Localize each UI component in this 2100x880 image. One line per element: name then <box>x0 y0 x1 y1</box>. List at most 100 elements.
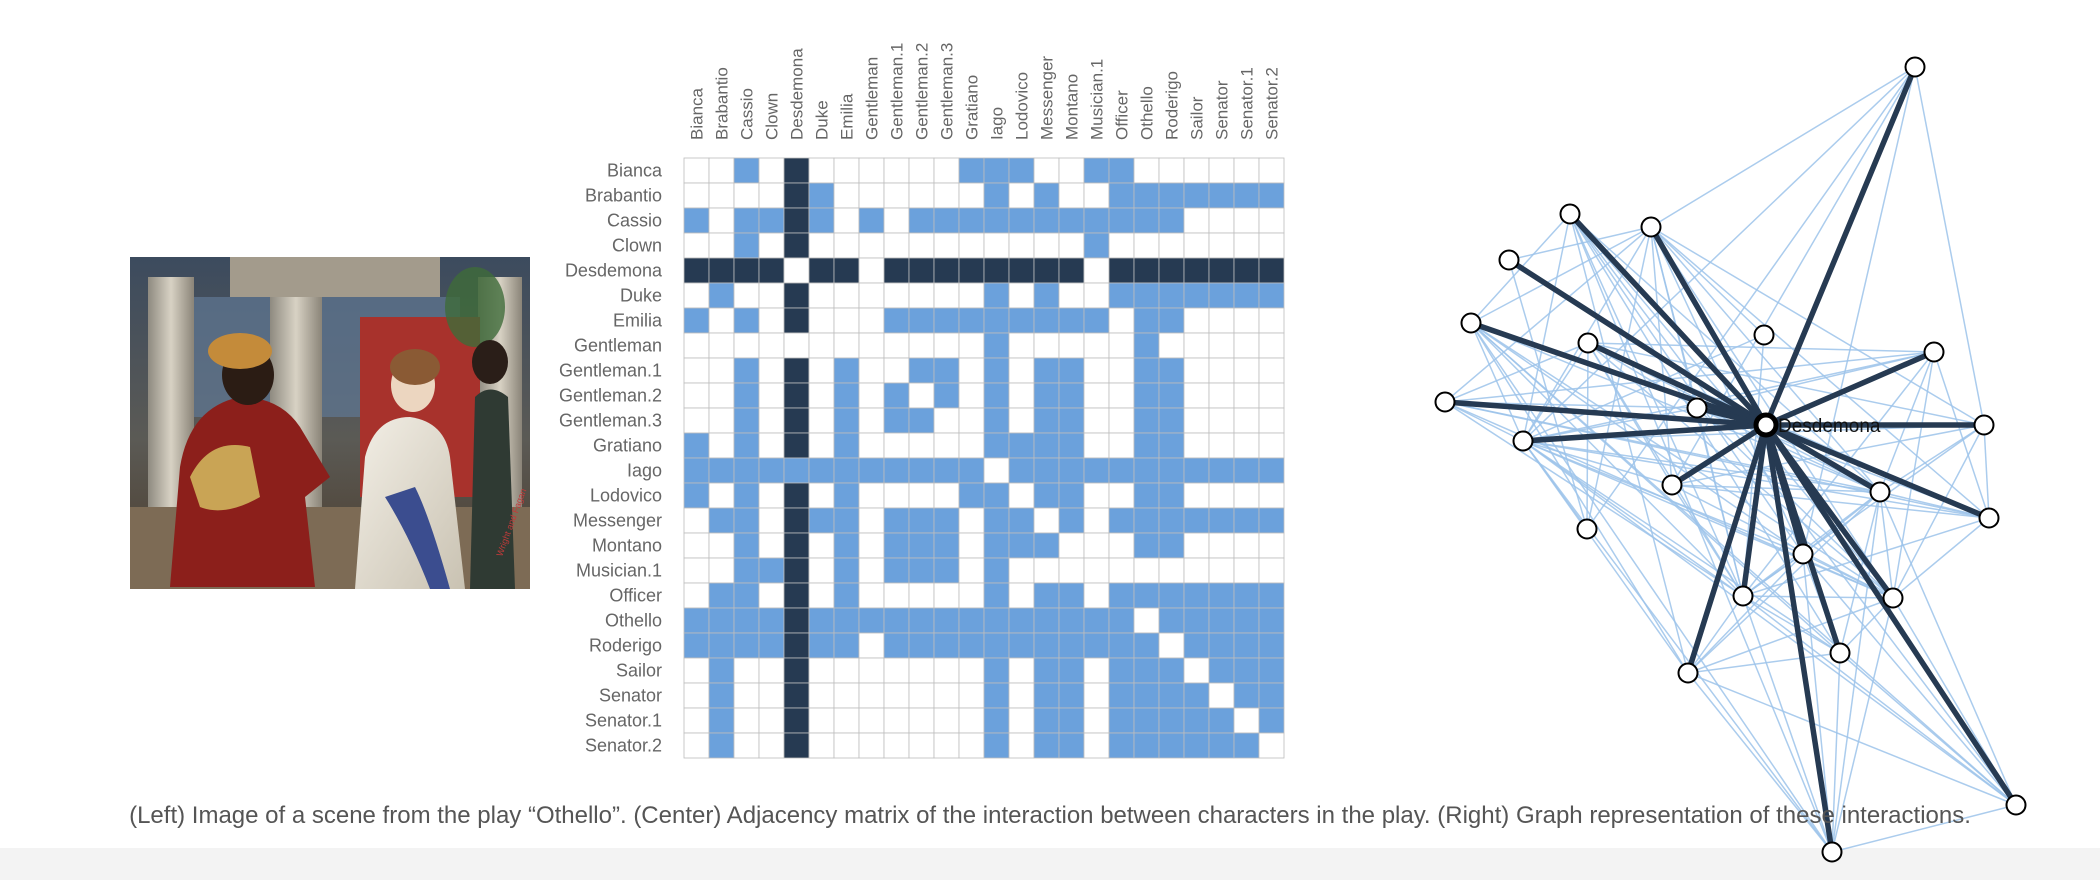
graph-edge <box>1687 597 1894 674</box>
matrix-row-label: Lodovico <box>590 486 662 506</box>
matrix-cell <box>1008 157 1035 184</box>
matrix-cell <box>883 507 910 534</box>
matrix-cell <box>1233 582 1260 609</box>
graph-edge <box>1671 484 1990 519</box>
matrix-cell <box>1258 482 1285 509</box>
matrix-cell <box>983 557 1010 584</box>
matrix-cell <box>1133 282 1160 309</box>
graph-edge <box>1587 342 1894 599</box>
matrix-cell <box>983 157 1010 184</box>
matrix-cell <box>783 207 810 234</box>
matrix-cell <box>1258 282 1285 309</box>
matrix-cell <box>1183 657 1210 684</box>
matrix-cell <box>1233 207 1260 234</box>
matrix-cell <box>1258 582 1285 609</box>
matrix-cell <box>733 482 760 509</box>
matrix-cell <box>683 232 710 259</box>
matrix-col-label: Othello <box>1138 86 1157 140</box>
matrix-col-label: Messenger <box>1038 56 1057 140</box>
matrix-cell <box>1108 332 1135 359</box>
matrix-cell <box>1108 682 1135 709</box>
matrix-cell <box>833 582 860 609</box>
graph-edge <box>1879 351 1935 493</box>
matrix-cell <box>1008 632 1035 659</box>
matrix-cell <box>1058 382 1085 409</box>
graph-edge <box>1831 597 1894 853</box>
graph-edge <box>1650 226 1765 336</box>
matrix-cell <box>1108 707 1135 734</box>
matrix-cell <box>1258 257 1285 284</box>
matrix-col-label: Iago <box>988 107 1007 140</box>
graph-edge <box>1586 66 1916 530</box>
matrix-cell <box>958 382 985 409</box>
graph-node <box>1732 585 1754 607</box>
matrix-cell <box>733 257 760 284</box>
matrix-cell <box>883 357 910 384</box>
matrix-cell <box>883 182 910 209</box>
matrix-cell <box>683 332 710 359</box>
matrix-cell <box>1008 282 1035 309</box>
matrix-cell <box>1133 532 1160 559</box>
matrix-cell <box>858 557 885 584</box>
matrix-cell <box>1208 707 1235 734</box>
matrix-cell <box>708 307 735 334</box>
scene-painting: Wright and Fagan <box>130 257 530 589</box>
matrix-cell <box>733 507 760 534</box>
matrix-cell <box>783 232 810 259</box>
matrix-cell <box>1133 382 1160 409</box>
matrix-cell <box>1133 182 1160 209</box>
matrix-cell <box>783 732 810 759</box>
matrix-col-label: Senator.2 <box>1263 67 1282 140</box>
matrix-cell <box>1108 632 1135 659</box>
graph-edge-strong <box>1567 211 1769 428</box>
matrix-cell <box>1008 732 1035 759</box>
matrix-cell <box>758 232 785 259</box>
graph-node <box>1973 414 1995 436</box>
matrix-cell <box>1083 457 1110 484</box>
graph-edge <box>1470 322 2017 806</box>
matrix-cell <box>1208 332 1235 359</box>
matrix-cell <box>1108 407 1135 434</box>
matrix-cell <box>1108 207 1135 234</box>
painting-desdemona-hair <box>390 349 440 385</box>
matrix-cell <box>1208 732 1235 759</box>
matrix-cell <box>858 632 885 659</box>
matrix-cell <box>783 257 810 284</box>
matrix-cell <box>958 457 985 484</box>
matrix-cell <box>1108 382 1135 409</box>
graph-edge <box>1470 322 1833 853</box>
matrix-cell <box>883 532 910 559</box>
matrix-cell <box>908 257 935 284</box>
graph-edge-strong <box>1585 340 1769 428</box>
matrix-cell <box>708 732 735 759</box>
graph-edge-strong <box>1763 64 1918 428</box>
graph-hub-node <box>1753 412 1779 438</box>
matrix-cell <box>983 332 1010 359</box>
matrix-cell <box>858 357 885 384</box>
matrix-cell <box>933 532 960 559</box>
matrix-row-label: Senator <box>599 686 662 706</box>
matrix-cell <box>833 707 860 734</box>
matrix-cell <box>808 232 835 259</box>
matrix-cell <box>1058 682 1085 709</box>
matrix-cell <box>683 282 710 309</box>
matrix-cell <box>908 457 935 484</box>
matrix-cell <box>883 432 910 459</box>
matrix-cell <box>1133 207 1160 234</box>
matrix-cell <box>1158 682 1185 709</box>
matrix-cell <box>1008 257 1035 284</box>
matrix-cell <box>933 182 960 209</box>
matrix-cell <box>1008 682 1035 709</box>
painting-othello-sleeve <box>190 445 260 511</box>
matrix-cell <box>1233 257 1260 284</box>
matrix-cell <box>1108 607 1135 634</box>
matrix-cell <box>1258 657 1285 684</box>
matrix-cell <box>808 357 835 384</box>
matrix-cell <box>1233 607 1260 634</box>
matrix-cell <box>1083 332 1110 359</box>
graph-edge <box>1831 804 2017 853</box>
matrix-cell <box>833 257 860 284</box>
matrix-cell <box>708 657 735 684</box>
matrix-cell <box>1258 632 1285 659</box>
matrix-col-label: Officer <box>1113 90 1132 140</box>
